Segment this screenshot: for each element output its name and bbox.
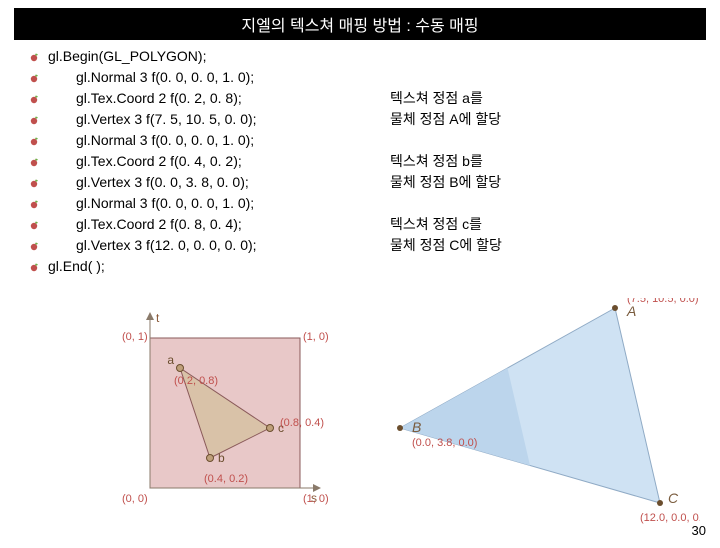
code-line: gl.Tex.Coord 2 f(0. 8, 0. 4);	[30, 214, 390, 235]
svg-text:(1, 0): (1, 0)	[303, 331, 329, 343]
code-line: gl.Normal 3 f(0. 0, 0. 0, 1. 0);	[30, 193, 390, 214]
svg-text:t: t	[156, 311, 160, 325]
code-text: gl.Tex.Coord 2 f(0. 4, 0. 2);	[48, 151, 242, 172]
code-text: gl.End( );	[48, 256, 105, 277]
annotation-line: 텍스쳐 정점 c를	[390, 214, 700, 235]
annotation-line	[390, 193, 700, 214]
code-column: gl.Begin(GL_POLYGON); gl.Normal 3 f(0. 0…	[30, 46, 390, 277]
annotation-line: 물체 정점 A에 할당	[390, 109, 700, 130]
annotation-line: 텍스쳐 정점 b를	[390, 151, 700, 172]
code-line: gl.Vertex 3 f(0. 0, 3. 8, 0. 0);	[30, 172, 390, 193]
code-line: gl.Normal 3 f(0. 0, 0. 0, 1. 0);	[30, 130, 390, 151]
code-text: gl.Begin(GL_POLYGON);	[48, 46, 206, 67]
svg-text:(0.2, 0.8): (0.2, 0.8)	[174, 375, 218, 387]
svg-text:(1, 0): (1, 0)	[303, 493, 329, 505]
annotation-column: 텍스쳐 정점 a를물체 정점 A에 할당텍스쳐 정점 b를물체 정점 B에 할당…	[390, 46, 700, 277]
code-text: gl.Tex.Coord 2 f(0. 8, 0. 4);	[48, 214, 242, 235]
annotation-line: 물체 정점 C에 할당	[390, 235, 700, 256]
code-annotation-area: gl.Begin(GL_POLYGON); gl.Normal 3 f(0. 0…	[0, 46, 720, 277]
page-number: 30	[692, 523, 706, 538]
code-text: gl.Normal 3 f(0. 0, 0. 0, 1. 0);	[48, 67, 254, 88]
code-line: gl.Tex.Coord 2 f(0. 4, 0. 2);	[30, 151, 390, 172]
code-text: gl.Normal 3 f(0. 0, 0. 0, 1. 0);	[48, 193, 254, 214]
annotation-line: 텍스쳐 정점 a를	[390, 88, 700, 109]
annotation-line: 물체 정점 B에 할당	[390, 172, 700, 193]
svg-text:(0, 0): (0, 0)	[122, 493, 148, 505]
annotation-line	[390, 46, 700, 67]
svg-text:(0, 1): (0, 1)	[122, 331, 148, 343]
annotation-line	[390, 67, 700, 88]
svg-text:(0.8, 0.4): (0.8, 0.4)	[280, 417, 324, 429]
code-line: gl.Begin(GL_POLYGON);	[30, 46, 390, 67]
title-bar: 지엘의 텍스쳐 매핑 방법 : 수동 매핑	[14, 8, 706, 40]
svg-text:B: B	[412, 419, 421, 435]
svg-text:C: C	[668, 490, 679, 506]
page-title: 지엘의 텍스쳐 매핑 방법 : 수동 매핑	[241, 18, 478, 35]
annotation-line	[390, 256, 700, 277]
svg-text:a: a	[167, 353, 174, 367]
svg-text:(0.0, 3.8, 0.0): (0.0, 3.8, 0.0)	[412, 437, 477, 449]
svg-text:A: A	[626, 303, 636, 319]
code-text: gl.Vertex 3 f(0. 0, 3. 8, 0. 0);	[48, 172, 249, 193]
code-line: gl.Vertex 3 f(7. 5, 10. 5, 0. 0);	[30, 109, 390, 130]
annotation-line	[390, 130, 700, 151]
svg-text:(7.5, 10.5, 0.0): (7.5, 10.5, 0.0)	[627, 298, 699, 305]
code-line: gl.Tex.Coord 2 f(0. 2, 0. 8);	[30, 88, 390, 109]
code-text: gl.Normal 3 f(0. 0, 0. 0, 1. 0);	[48, 130, 254, 151]
code-text: gl.Vertex 3 f(12. 0, 0. 0, 0. 0);	[48, 235, 257, 256]
svg-text:b: b	[218, 451, 225, 465]
code-text: gl.Vertex 3 f(7. 5, 10. 5, 0. 0);	[48, 109, 257, 130]
diagram: ts(0, 1)(1, 0)(0, 0)(1, 0)a(0.2, 0.8)b(0…	[120, 298, 700, 528]
code-line: gl.End( );	[30, 256, 390, 277]
code-line: gl.Normal 3 f(0. 0, 0. 0, 1. 0);	[30, 67, 390, 88]
svg-text:(0.4, 0.2): (0.4, 0.2)	[204, 473, 248, 485]
code-line: gl.Vertex 3 f(12. 0, 0. 0, 0. 0);	[30, 235, 390, 256]
code-text: gl.Tex.Coord 2 f(0. 2, 0. 8);	[48, 88, 242, 109]
